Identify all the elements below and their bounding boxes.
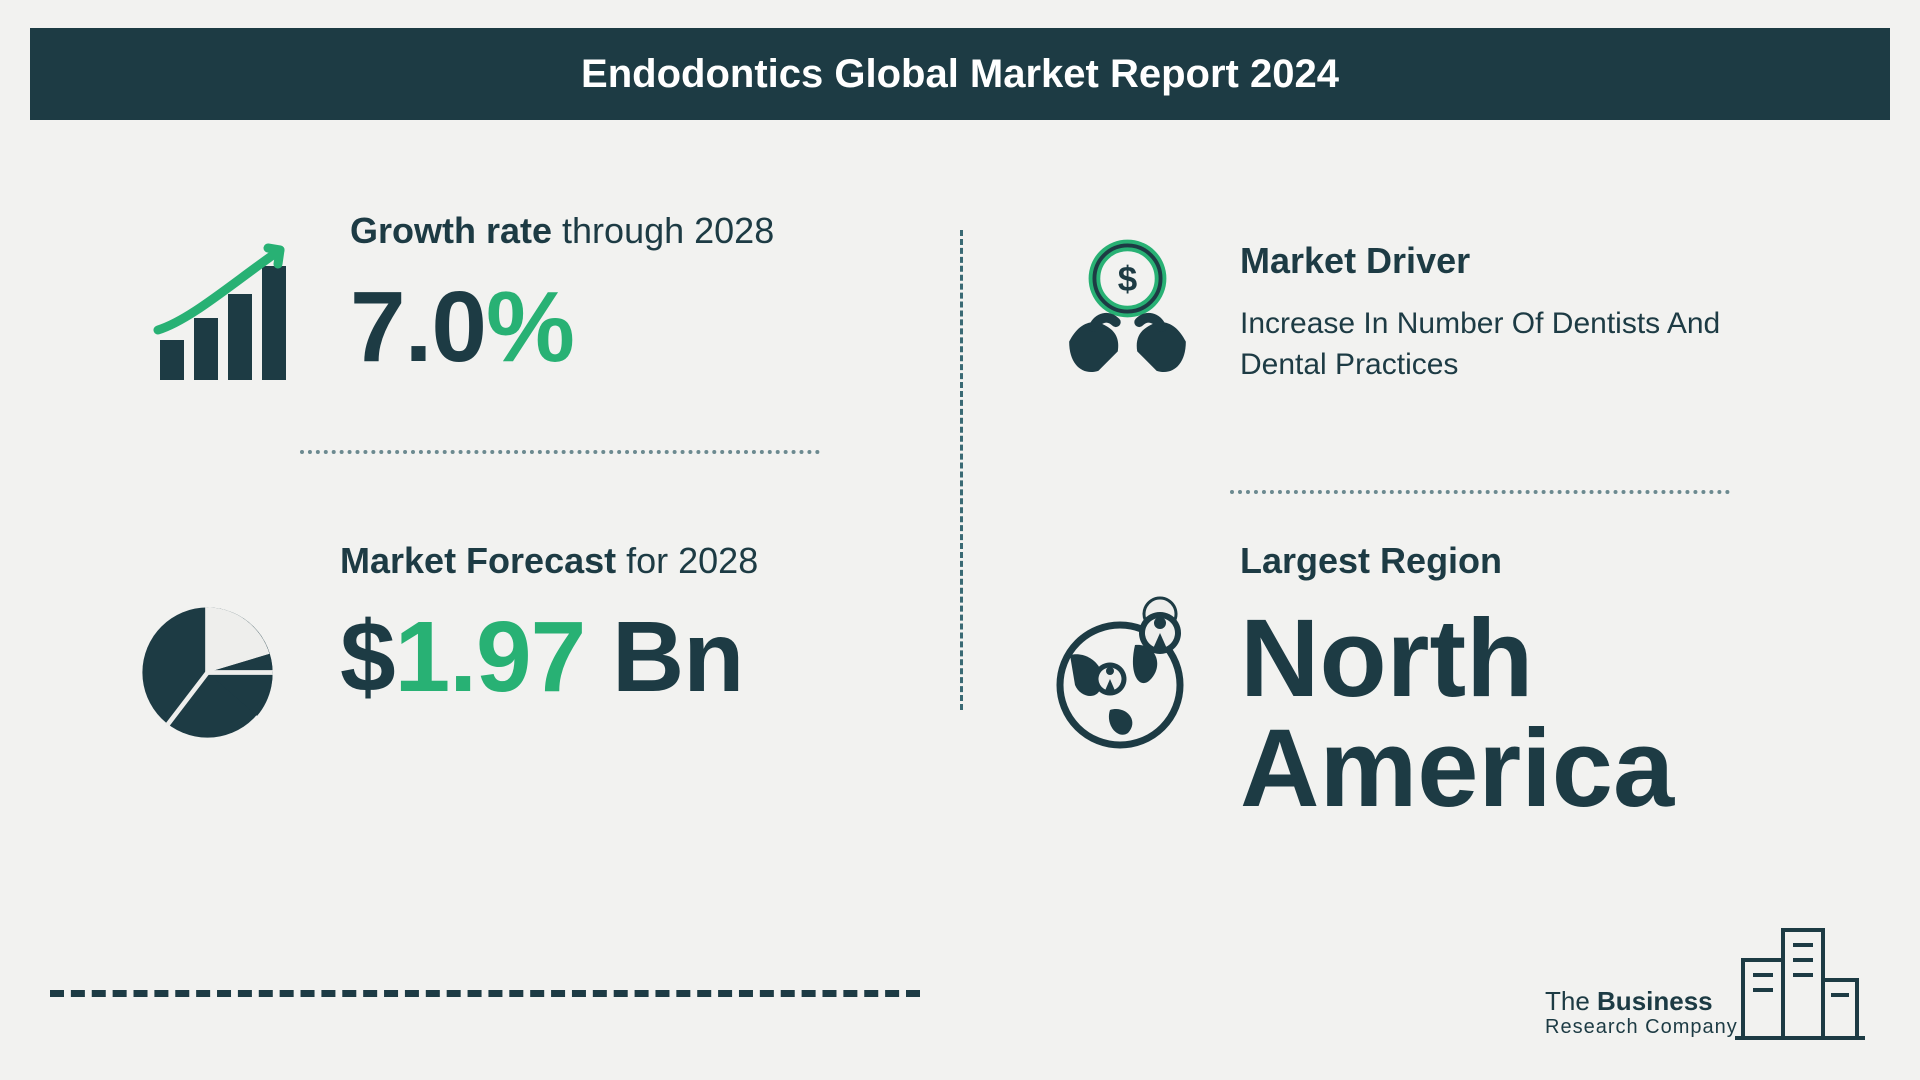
driver-label-bold: Market Driver — [1240, 240, 1470, 281]
forecast-currency: $ — [340, 601, 395, 713]
growth-rate-number: 7.0 — [350, 271, 486, 383]
region-value: North America — [1240, 604, 1674, 824]
region-label: Largest Region — [1240, 540, 1674, 582]
forecast-label: Market Forecast for 2028 — [340, 540, 758, 582]
growth-rate-label-bold: Growth rate — [350, 210, 552, 251]
forecast-value: $1.97 Bn — [340, 600, 758, 715]
driver-text: Increase In Number Of Dentists And Denta… — [1240, 304, 1740, 385]
forecast-label-bold: Market Forecast — [340, 540, 616, 581]
growth-rate-unit: % — [486, 271, 574, 383]
forecast-unit: Bn — [585, 601, 743, 713]
logo-text: The Business Research Company — [1545, 987, 1738, 1038]
logo-buildings-icon — [1735, 905, 1865, 1050]
dotted-divider-left — [300, 450, 820, 454]
logo-line1-prefix: The — [1545, 986, 1597, 1016]
report-title: Endodontics Global Market Report 2024 — [581, 52, 1339, 97]
logo-line1-bold: Business — [1597, 986, 1713, 1016]
region-label-bold: Largest Region — [1240, 540, 1502, 581]
region-value-line2: America — [1240, 707, 1674, 830]
growth-rate-label: Growth rate through 2028 — [350, 210, 774, 252]
growth-bar-arrow-icon — [140, 230, 310, 405]
forecast-number: 1.97 — [395, 601, 586, 713]
dotted-divider-right — [1230, 490, 1730, 494]
report-title-bar: Endodontics Global Market Report 2024 — [30, 28, 1890, 120]
globe-pin-icon — [1040, 595, 1210, 770]
forecast-label-rest: for 2028 — [616, 540, 758, 581]
company-logo: The Business Research Company — [1545, 900, 1865, 1050]
hands-money-icon: $ — [1040, 225, 1215, 405]
vertical-divider — [960, 230, 963, 710]
logo-line2: Research Company — [1545, 1016, 1738, 1038]
region-value-line1: North — [1240, 597, 1533, 720]
pie-chart-icon — [130, 595, 285, 755]
driver-label: Market Driver — [1240, 240, 1740, 282]
growth-rate-value: 7.0% — [350, 270, 774, 385]
bottom-dashed-line — [50, 990, 920, 997]
growth-rate-label-rest: through 2028 — [552, 210, 774, 251]
svg-text:$: $ — [1118, 260, 1137, 299]
